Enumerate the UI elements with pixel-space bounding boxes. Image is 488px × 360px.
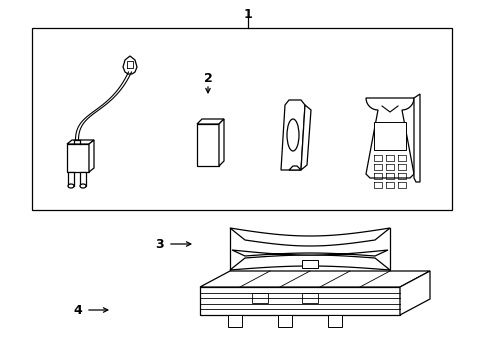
Polygon shape (200, 271, 429, 287)
Polygon shape (200, 287, 399, 315)
Polygon shape (281, 100, 305, 170)
Polygon shape (67, 140, 94, 144)
Polygon shape (231, 250, 387, 256)
Polygon shape (67, 144, 89, 172)
Bar (68, 172, 74, 186)
Text: 3: 3 (155, 238, 164, 251)
Bar (373, 122, 405, 150)
Bar (80, 172, 86, 186)
Bar (302, 260, 317, 268)
Polygon shape (197, 119, 224, 124)
Polygon shape (123, 56, 137, 74)
Text: 2: 2 (203, 72, 212, 85)
Ellipse shape (286, 119, 298, 151)
Bar (327, 315, 341, 327)
Polygon shape (89, 140, 94, 172)
Polygon shape (399, 271, 429, 315)
Ellipse shape (68, 184, 74, 188)
Polygon shape (197, 124, 219, 166)
Polygon shape (413, 94, 419, 182)
Text: 4: 4 (74, 303, 82, 316)
Ellipse shape (80, 184, 86, 188)
Bar (251, 293, 267, 303)
Polygon shape (365, 98, 413, 178)
Polygon shape (229, 228, 389, 246)
Bar (32, 28, 451, 210)
Bar (278, 315, 291, 327)
Polygon shape (229, 255, 389, 270)
Polygon shape (219, 119, 224, 166)
Polygon shape (288, 166, 301, 170)
Bar (302, 293, 317, 303)
Polygon shape (301, 105, 310, 170)
Text: 1: 1 (243, 8, 252, 21)
Bar (227, 315, 242, 327)
